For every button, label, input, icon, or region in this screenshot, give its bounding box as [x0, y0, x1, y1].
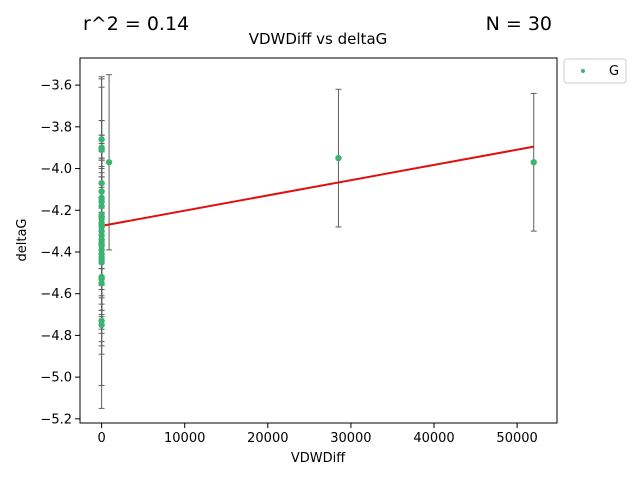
n-annotation: N = 30: [486, 13, 552, 35]
x-tick-label: 30000: [330, 431, 371, 446]
data-point: [98, 202, 105, 210]
data-point: [98, 280, 105, 287]
legend: G: [563, 58, 627, 84]
y-tick-label: −4.6: [40, 287, 72, 302]
x-axis-label: VDWDiff: [291, 451, 346, 466]
data-point: [98, 221, 105, 229]
data-point: [98, 259, 105, 266]
chart-title: VDWDiff vs deltaG: [249, 30, 388, 48]
legend-marker: [581, 69, 585, 73]
legend-entry-g: G: [609, 64, 619, 79]
y-tick-label: −5.2: [40, 412, 72, 427]
data-point: [98, 179, 105, 187]
y-tick-label: −4.2: [40, 204, 72, 219]
data-point: [98, 321, 105, 329]
data-layer: [98, 74, 537, 409]
x-tick-label: 20000: [247, 431, 288, 446]
data-point: [98, 188, 105, 195]
data-point: [530, 159, 537, 166]
data-point: [98, 146, 105, 153]
x-axis: 0 10000 20000 30000 40000 50000: [97, 423, 538, 446]
data-point: [98, 242, 105, 249]
y-tick-label: −4.4: [40, 245, 72, 260]
y-tick-label: −4.8: [40, 329, 72, 344]
y-axis-label: deltaG: [15, 219, 30, 262]
plot-frame: [79, 57, 558, 424]
y-tick-label: −4.0: [40, 162, 72, 177]
data-point: [98, 136, 105, 143]
y-tick-label: −5.0: [40, 371, 72, 386]
x-tick-label: 40000: [413, 431, 454, 446]
y-tick-label: −3.8: [40, 120, 72, 135]
x-tick-label: 10000: [164, 431, 205, 446]
r-squared-annotation: r^2 = 0.14: [83, 13, 189, 35]
x-tick-label: 50000: [496, 431, 537, 446]
legend-box: [563, 58, 627, 84]
y-axis: −3.6 −3.8 −4.0 −4.2 −4.4 −4.6 −4.8 −5.0 −5.2: [40, 79, 80, 427]
data-point: [335, 154, 342, 162]
fit-line: [101, 145, 534, 227]
data-point: [105, 159, 113, 166]
x-tick-label: 0: [97, 431, 105, 446]
y-tick-label: −3.6: [40, 79, 72, 94]
data-point: [98, 211, 105, 218]
